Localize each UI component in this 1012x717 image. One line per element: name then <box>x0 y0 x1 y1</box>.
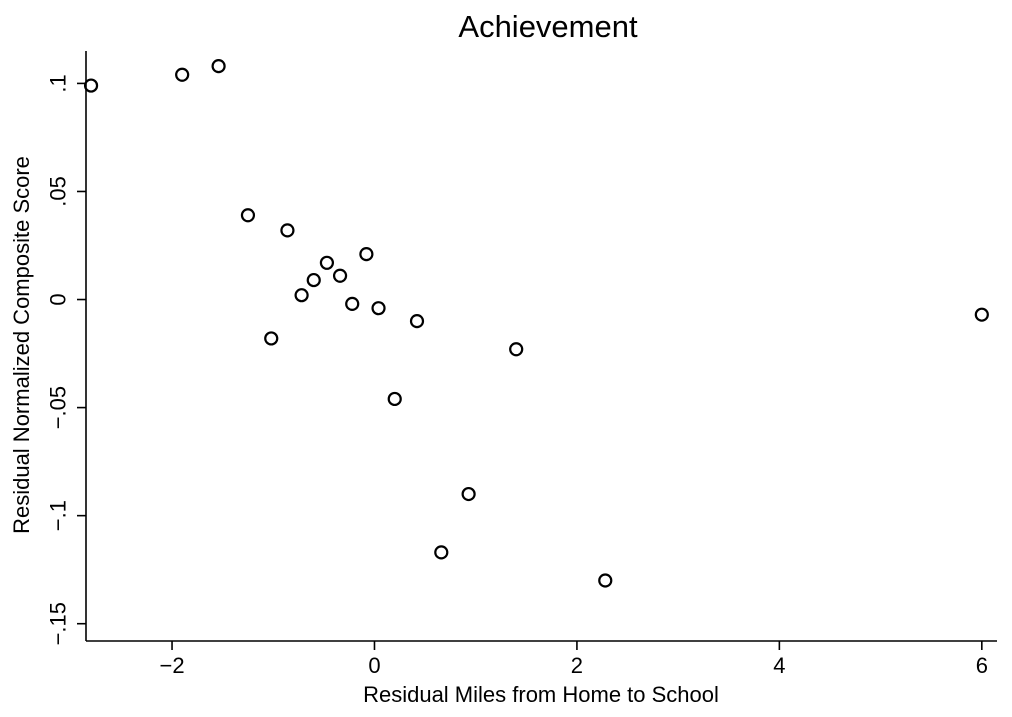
y-tick-label: −.15 <box>46 602 71 645</box>
data-point <box>371 301 386 316</box>
data-point <box>598 573 613 588</box>
y-tick-label: −.05 <box>46 386 71 429</box>
data-point <box>211 59 226 74</box>
y-tick-label: −.1 <box>46 500 71 531</box>
data-point <box>359 247 374 262</box>
x-axis-ticks: −2 0 2 4 6 <box>159 641 988 678</box>
x-tick-label: 2 <box>571 653 583 678</box>
x-tick-label: 4 <box>773 653 785 678</box>
data-point <box>280 223 295 238</box>
data-points <box>83 59 989 588</box>
data-point <box>319 255 335 270</box>
data-point <box>409 314 425 329</box>
data-point <box>240 208 256 223</box>
x-tick-label: 0 <box>368 653 380 678</box>
x-tick-label: −2 <box>159 653 184 678</box>
data-point <box>306 272 321 288</box>
y-tick-label: 0 <box>46 293 71 305</box>
x-tick-label: 6 <box>976 653 988 678</box>
data-point <box>461 486 476 502</box>
x-axis-label: Residual Miles from Home to School <box>363 682 719 707</box>
data-point <box>294 288 309 303</box>
y-axis-label: Residual Normalized Composite Score <box>9 156 34 534</box>
data-point <box>332 268 348 283</box>
y-tick-label: .05 <box>46 176 71 207</box>
data-point <box>509 342 524 357</box>
data-point <box>974 307 989 322</box>
data-point <box>175 67 190 82</box>
y-axis-ticks: −.15 −.1 −.05 0 .05 .1 <box>46 74 86 645</box>
data-point <box>387 391 402 407</box>
data-point <box>264 331 279 346</box>
data-point <box>434 545 449 560</box>
y-tick-label: .1 <box>46 74 71 92</box>
chart-title: Achievement <box>458 9 638 44</box>
data-point <box>83 78 99 93</box>
data-point <box>345 296 360 311</box>
